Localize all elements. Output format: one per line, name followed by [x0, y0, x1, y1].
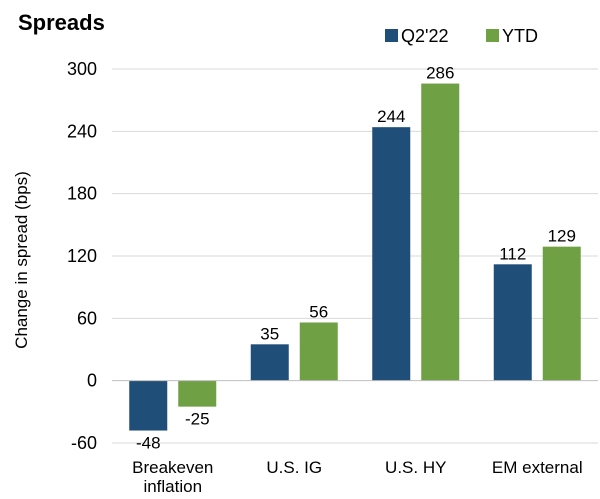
category-label-0-0: Breakeven [132, 458, 213, 477]
legend: Q2'22 YTD [385, 26, 538, 46]
gridlines [112, 68, 598, 444]
bar-0-0 [129, 380, 168, 431]
data-label-0-3: 112 [499, 244, 526, 263]
y-tick-label-0: 300 [67, 59, 97, 79]
bar-0-1 [250, 344, 289, 381]
y-tick-label-6: -60 [71, 433, 97, 453]
bar-1-0 [178, 380, 217, 407]
y-tick-labels: 300 240 180 120 60 0 -60 [67, 59, 97, 453]
category-label-2-0: U.S. HY [385, 458, 446, 477]
data-label-1-2: 286 [426, 64, 454, 83]
legend-label-ytd: YTD [502, 26, 538, 46]
y-axis-label: Change in spread (bps) [12, 171, 31, 349]
data-label-0-0: -48 [136, 434, 161, 453]
bar-0-2 [372, 127, 411, 381]
chart-title: Spreads [18, 10, 105, 35]
data-label-0-1: 35 [260, 324, 279, 343]
bar-1-1 [299, 322, 338, 381]
legend-label-q2-22: Q2'22 [401, 26, 448, 46]
data-labels: -48 -25 35 56 244 286 112 129 [136, 64, 576, 453]
legend-swatch-q2-22 [385, 29, 398, 42]
data-label-1-3: 129 [548, 227, 576, 246]
y-tick-label-5: 0 [87, 371, 97, 391]
bar-0-3 [493, 264, 532, 381]
y-tick-label-3: 120 [67, 246, 97, 266]
y-tick-label-4: 60 [77, 308, 97, 328]
legend-swatch-ytd [486, 29, 499, 42]
bars [129, 83, 581, 431]
category-label-1-0: U.S. IG [266, 458, 322, 477]
data-label-1-0: -25 [185, 410, 210, 429]
bar-1-3 [542, 246, 581, 381]
data-label-1-1: 56 [309, 302, 328, 321]
bar-1-2 [421, 83, 460, 381]
category-label-0-1: inflation [143, 477, 202, 496]
y-tick-label-2: 180 [67, 184, 97, 204]
data-label-0-2: 244 [377, 107, 405, 126]
y-tick-label-1: 240 [67, 121, 97, 141]
category-label-3-0: EM external [492, 458, 583, 477]
